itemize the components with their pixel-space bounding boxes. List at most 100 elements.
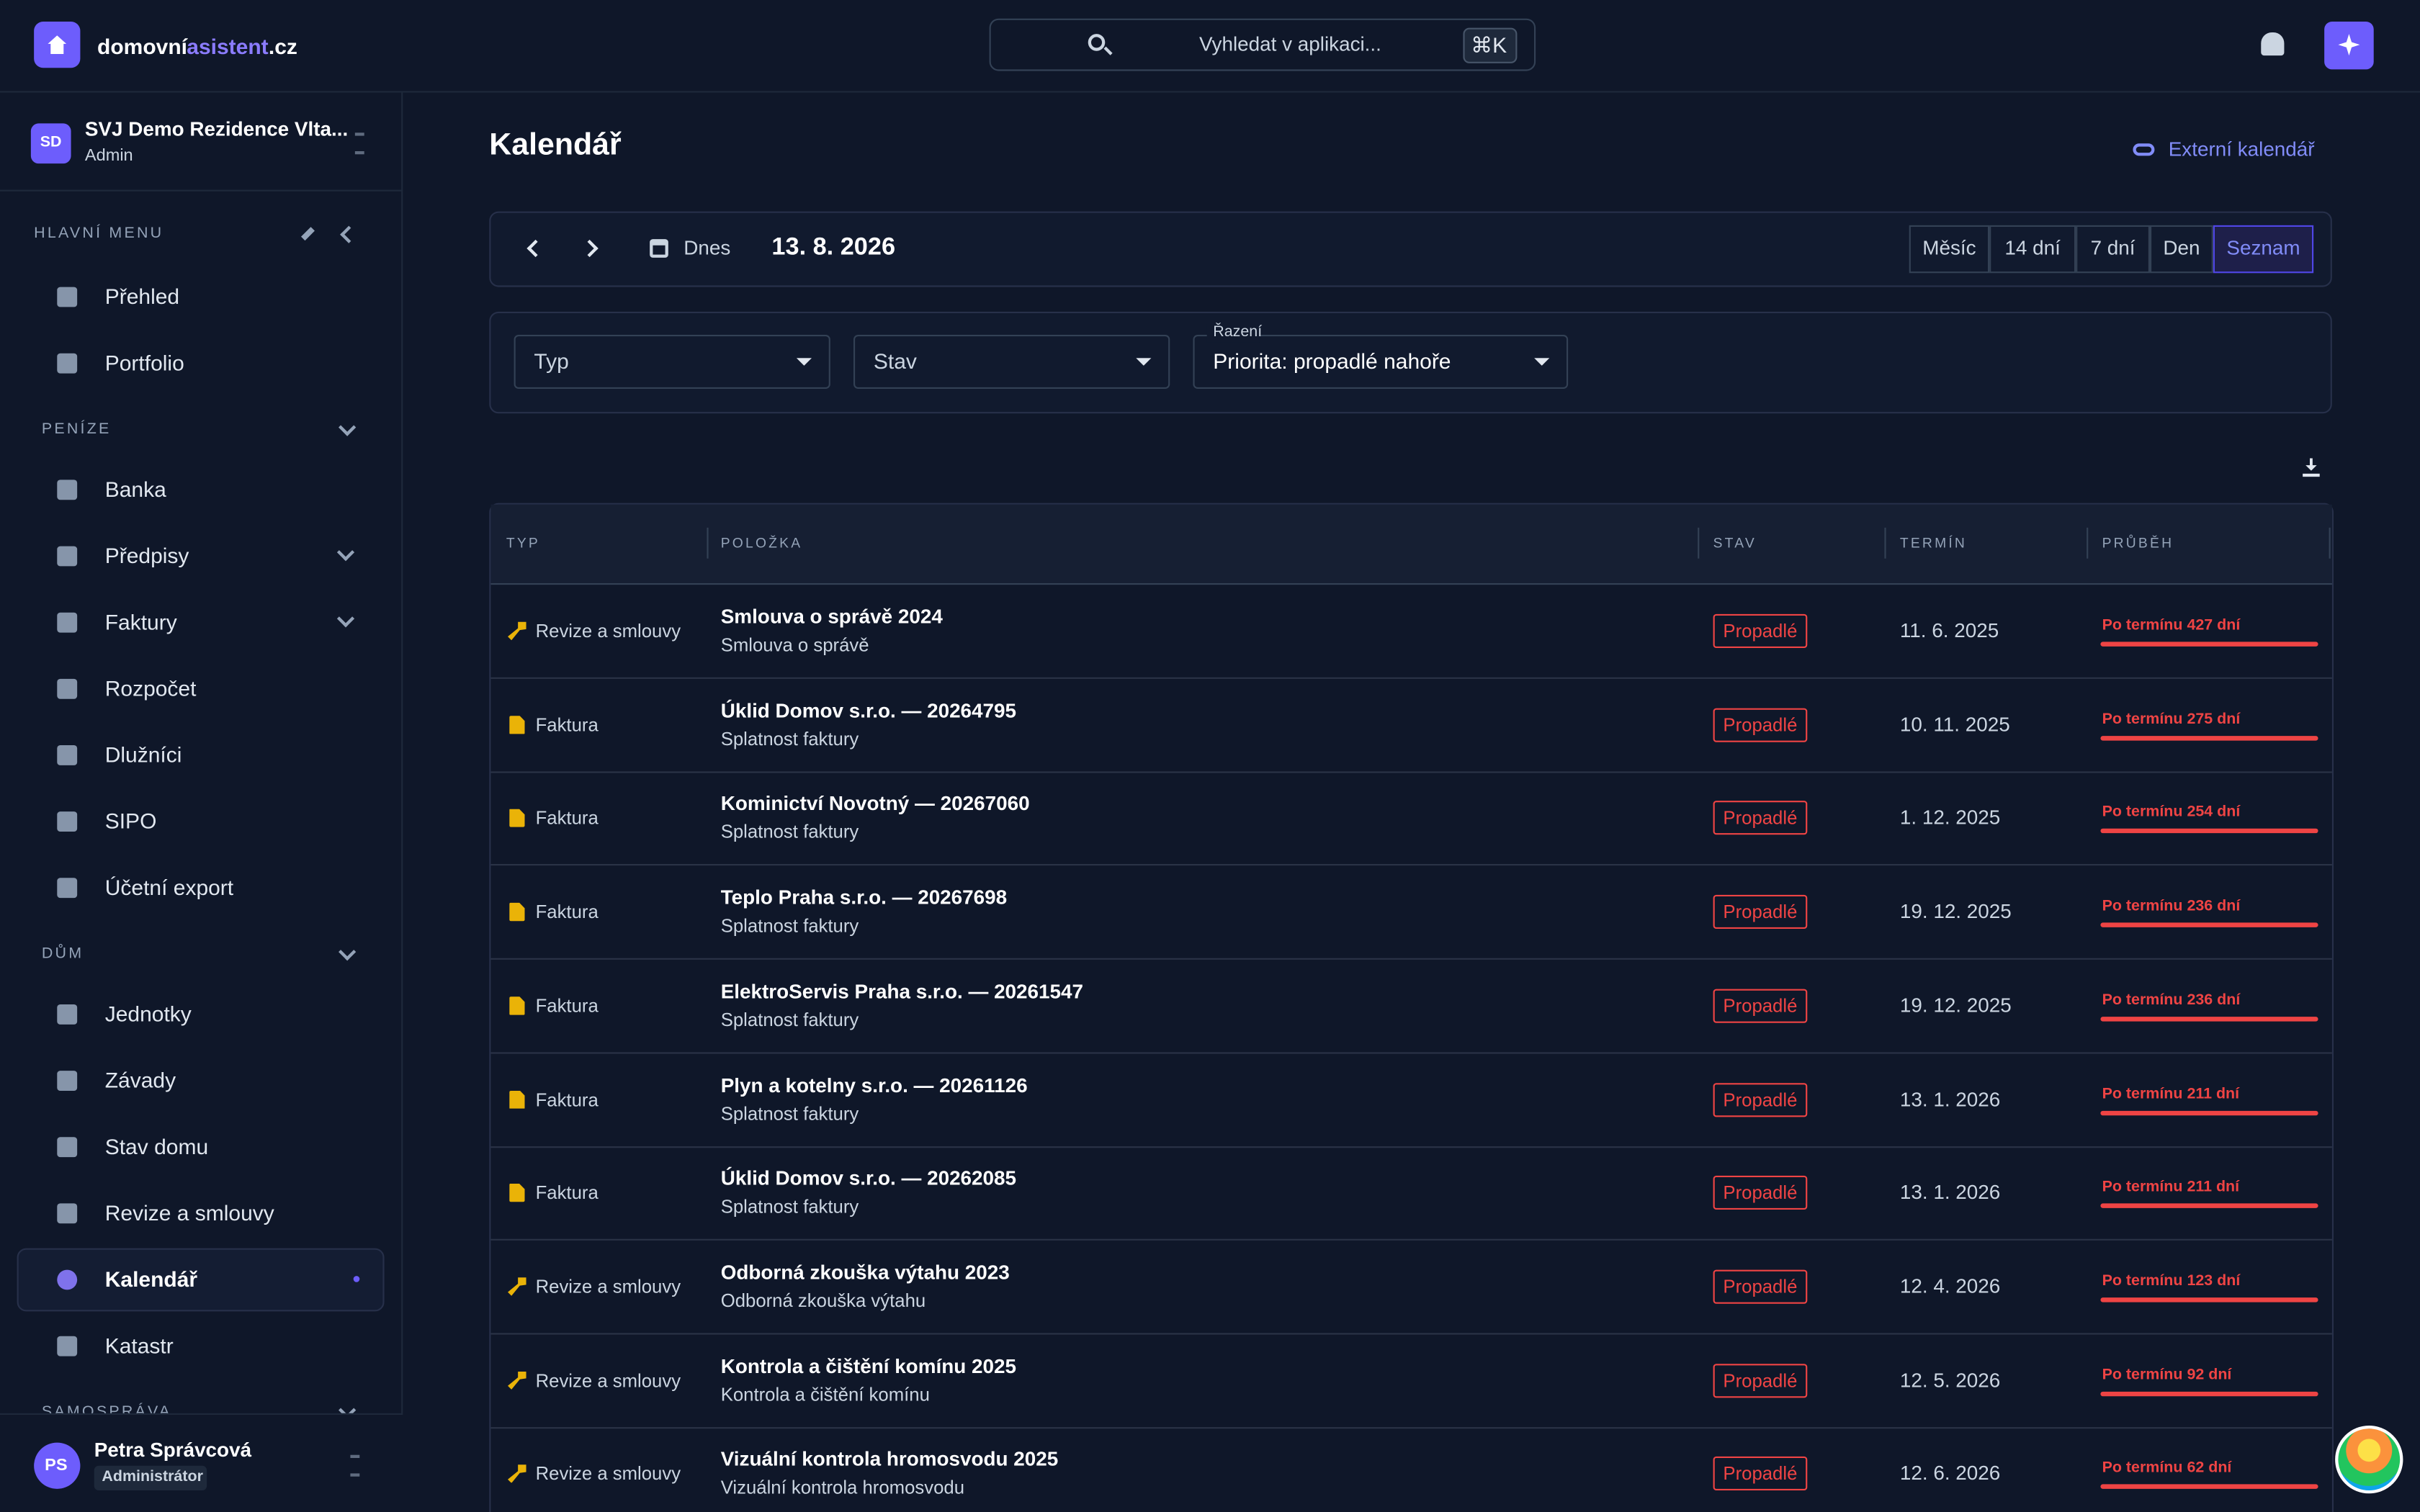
- table-row[interactable]: [490, 678, 2332, 773]
- filter-value[interactable]: Stav: [873, 348, 917, 374]
- column-separator: [1698, 527, 1700, 559]
- sidebar-divider: [0, 189, 403, 192]
- status-badge: [1713, 1082, 1808, 1117]
- filter-select[interactable]: [853, 335, 1170, 389]
- status-label: Propadlé: [1723, 1275, 1798, 1297]
- nav-item[interactable]: Banka: [104, 477, 166, 502]
- status-label: Propadlé: [1723, 714, 1798, 736]
- view-button[interactable]: [1989, 225, 2076, 274]
- search-icon: [1088, 34, 1106, 51]
- status-label: Propadlé: [1723, 1369, 1798, 1391]
- search-box[interactable]: [989, 18, 1536, 71]
- due-date: 11. 6. 2025: [1899, 618, 1999, 642]
- status-badge: [1713, 895, 1808, 930]
- document-icon: [509, 1089, 525, 1109]
- link-icon: [2133, 143, 2155, 156]
- dropdown-arrow: [1136, 358, 1152, 366]
- table-row[interactable]: [490, 865, 2332, 960]
- nav-item[interactable]: Katastr: [104, 1333, 174, 1358]
- toolbar: [489, 211, 2332, 287]
- status-badge: [1713, 1363, 1808, 1398]
- nav-icon: [56, 1070, 77, 1090]
- today-button[interactable]: Dnes: [684, 235, 731, 259]
- overdue-label: Po termínu 123 dní: [2102, 1272, 2241, 1290]
- nav-icon: [56, 611, 77, 632]
- assistant-bubble[interactable]: [2335, 1425, 2403, 1494]
- nav-item[interactable]: Rozpočet: [104, 675, 197, 701]
- brand-name[interactable]: .cz: [268, 34, 297, 59]
- search-placeholder[interactable]: Vyhledat v aplikaci...: [1199, 32, 1381, 56]
- view-button[interactable]: [2076, 225, 2150, 274]
- external-calendar-link[interactable]: Externí kalendář: [2168, 137, 2315, 161]
- view-button[interactable]: [2213, 225, 2314, 274]
- nav-item[interactable]: Dlužníci: [104, 742, 182, 767]
- item-type: Faktura: [535, 714, 599, 736]
- column-header[interactable]: PRŮBĚH: [2102, 535, 2174, 551]
- status-label: Propadlé: [1723, 1182, 1798, 1204]
- progress-bar: [2100, 642, 2318, 647]
- column-header[interactable]: TYP: [506, 535, 541, 551]
- view-label[interactable]: Den: [2163, 235, 2200, 259]
- column-header[interactable]: STAV: [1713, 535, 1757, 551]
- item-title: Smlouva o správě 2024: [720, 605, 943, 629]
- view-label[interactable]: Měsíc: [1922, 235, 1976, 259]
- nav-item[interactable]: Revize a smlouvy: [104, 1200, 274, 1225]
- view-button[interactable]: [1909, 225, 1990, 274]
- org-switch[interactable]: [354, 132, 364, 155]
- nav-item[interactable]: Jednotky: [104, 1001, 192, 1026]
- view-label[interactable]: Seznam: [2226, 235, 2300, 259]
- section-title: HLAVNÍ MENU: [34, 225, 164, 243]
- status-label: Propadlé: [1723, 620, 1798, 642]
- nav-item[interactable]: Účetní export: [104, 875, 234, 900]
- table-row[interactable]: [490, 1053, 2332, 1148]
- table-row[interactable]: [490, 585, 2332, 679]
- overdue-label: Po termínu 254 dní: [2102, 804, 2241, 822]
- nav-item[interactable]: Přehled: [104, 284, 180, 309]
- dropdown-arrow: [1534, 358, 1550, 366]
- filter-select[interactable]: [514, 335, 830, 389]
- item-type: Faktura: [535, 1182, 599, 1204]
- view-button[interactable]: [2150, 225, 2213, 274]
- nav-item[interactable]: SIPO: [104, 808, 157, 834]
- due-date: 12. 6. 2026: [1899, 1461, 2001, 1485]
- nav-item[interactable]: Předpisy: [104, 543, 189, 568]
- item-subtitle: Vizuální kontrola hromosvodu: [720, 1477, 965, 1499]
- nav-icon: [56, 545, 77, 566]
- table-row[interactable]: [490, 959, 2332, 1054]
- table-row[interactable]: [490, 772, 2332, 866]
- user-switch[interactable]: [350, 1454, 360, 1477]
- nav-icon: [56, 744, 77, 765]
- nav-item[interactable]: Portfolio: [104, 350, 184, 375]
- table-row[interactable]: [490, 1241, 2332, 1335]
- item-title: Úklid Domov s.r.o. — 20264795: [720, 698, 1017, 722]
- filter-select[interactable]: [1193, 335, 1569, 389]
- nav-item[interactable]: Kalendář: [104, 1266, 198, 1292]
- table-row[interactable]: [490, 1147, 2332, 1241]
- column-separator: [707, 527, 709, 559]
- bell[interactable]: [2261, 32, 2285, 56]
- brand-name[interactable]: domovní: [97, 34, 188, 59]
- column-header[interactable]: POLOŽKA: [720, 535, 803, 551]
- view-label[interactable]: 14 dní: [2004, 235, 2061, 259]
- view-label[interactable]: 7 dní: [2090, 235, 2136, 259]
- column-separator: [2087, 527, 2089, 559]
- due-date: 10. 11. 2025: [1899, 712, 2010, 736]
- nav-item[interactable]: Závady: [104, 1067, 176, 1093]
- item-subtitle: Splatnost faktury: [720, 914, 859, 937]
- org-name[interactable]: SVJ Demo Rezidence Vlta...: [84, 117, 349, 140]
- nav-item[interactable]: Stav domu: [104, 1134, 209, 1159]
- status-badge: [1713, 989, 1808, 1023]
- section-title[interactable]: DŮM: [41, 945, 84, 963]
- filter-value[interactable]: Priorita: propadlé nahoře: [1213, 348, 1451, 374]
- nav-icon: [56, 877, 77, 898]
- brand-name[interactable]: asistent: [187, 34, 269, 59]
- user-name[interactable]: Petra Správcová: [94, 1438, 252, 1462]
- filter-value[interactable]: Typ: [534, 348, 569, 374]
- nav-icon: [56, 286, 77, 307]
- section-title[interactable]: PENÍZE: [41, 421, 112, 438]
- table-row[interactable]: [490, 1334, 2332, 1428]
- nav-item[interactable]: Faktury: [104, 609, 177, 634]
- download-icon[interactable]: [2303, 458, 2320, 477]
- column-header[interactable]: TERMÍN: [1899, 535, 1968, 551]
